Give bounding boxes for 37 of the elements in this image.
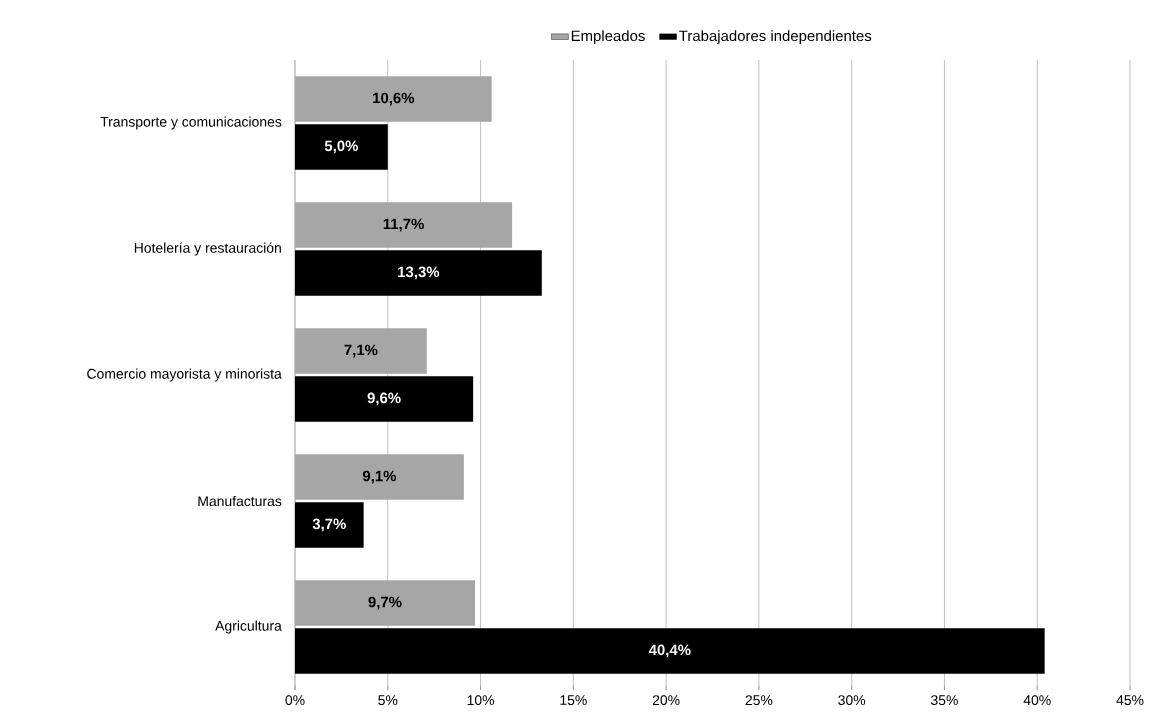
- y-tick-label: Hotelería y restauración: [134, 242, 281, 256]
- x-tick-label: 20%: [652, 695, 680, 706]
- data-label: 9,1%: [362, 470, 397, 484]
- x-tick-label: 40%: [1023, 695, 1051, 706]
- data-label: 40,4%: [648, 644, 691, 658]
- data-label: 7,1%: [344, 344, 378, 358]
- bar: [295, 454, 464, 500]
- x-tick-label: 10%: [467, 695, 495, 706]
- bar: [295, 202, 513, 248]
- legend-label: Trabajadores independientes: [679, 30, 872, 45]
- bar: [295, 250, 542, 296]
- y-tick-label: Transporte y comunicaciones: [100, 116, 282, 130]
- data-label: 5,0%: [324, 140, 359, 154]
- data-label: 13,3%: [398, 266, 440, 280]
- bar: [295, 328, 427, 374]
- y-tick-label: Agricultura: [215, 620, 282, 634]
- data-label: 3,7%: [312, 518, 346, 532]
- bar: [295, 502, 364, 548]
- x-tick-label: 45%: [1116, 695, 1144, 706]
- bar: [295, 580, 475, 626]
- y-tick-label: Manufacturas: [198, 495, 282, 507]
- bar: [295, 76, 492, 122]
- x-tick-label: 15%: [560, 695, 587, 706]
- legend-label: Empleados: [571, 30, 645, 45]
- y-tick-label: Comercio mayorista y minorista: [87, 368, 282, 382]
- data-label: 9,7%: [368, 596, 402, 610]
- x-tick-label: 25%: [745, 695, 773, 706]
- x-tick-label: 0%: [285, 695, 305, 706]
- data-label: 10,6%: [373, 92, 415, 106]
- x-tick-label: 30%: [838, 695, 866, 706]
- data-label: 11,7%: [383, 218, 424, 232]
- bar: [295, 628, 1045, 674]
- x-tick-label: 5%: [378, 695, 398, 706]
- x-tick-label: 35%: [931, 695, 958, 706]
- data-label: 9,6%: [367, 392, 401, 406]
- bar: [295, 376, 474, 422]
- bar: [295, 124, 388, 170]
